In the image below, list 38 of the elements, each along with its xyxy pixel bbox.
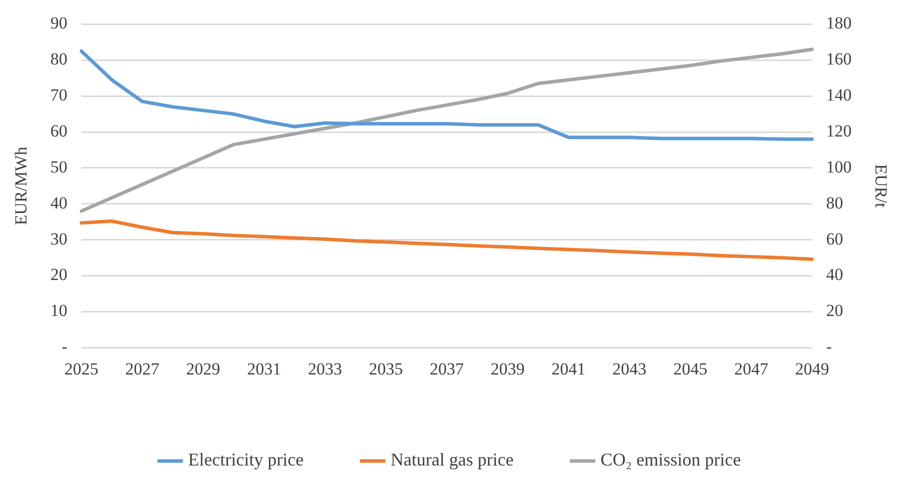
y-tick-label: - (62, 337, 68, 356)
y2-tick-label: - (826, 337, 832, 356)
y-tick-label: 50 (50, 157, 68, 176)
legend-label: Electricity price (188, 450, 304, 470)
x-tick-label: 2031 (247, 359, 282, 378)
x-tick-label: 2035 (368, 359, 403, 378)
x-tick-label: 2029 (186, 359, 220, 378)
y2-tick-label: 180 (826, 14, 852, 33)
legend-label: CO₂ emission price (600, 450, 741, 470)
x-tick-label: 2027 (125, 359, 160, 378)
y2-tick-label: 100 (826, 157, 852, 176)
y2-tick-label: 20 (826, 301, 844, 320)
y2-axis-title: EUR/t (871, 164, 890, 208)
x-tick-label: 2045 (673, 359, 708, 378)
y-tick-label: 30 (50, 229, 68, 248)
x-tick-label: 2037 (430, 359, 464, 378)
y-tick-label: 20 (50, 265, 68, 284)
y2-tick-label: 60 (826, 229, 844, 248)
y2-tick-label: 140 (826, 86, 852, 105)
x-tick-label: 2039 (490, 359, 525, 378)
y2-tick-label: 120 (826, 121, 852, 140)
y-tick-label: 70 (50, 86, 68, 105)
x-tick-label: 2047 (734, 359, 769, 378)
y-tick-label: 60 (50, 121, 68, 140)
x-tick-label: 2041 (552, 359, 586, 378)
y2-tick-label: 40 (826, 265, 844, 284)
y-tick-label: 80 (50, 50, 68, 69)
x-tick-label: 2049 (795, 359, 830, 378)
x-tick-label: 2025 (64, 359, 98, 378)
y2-tick-label: 80 (826, 193, 844, 212)
x-tick-label: 2033 (308, 359, 342, 378)
y2-tick-label: 160 (826, 50, 852, 69)
legend-label: Natural gas price (390, 450, 514, 470)
y-tick-label: 10 (50, 301, 68, 320)
y-tick-label: 40 (50, 193, 68, 212)
y-tick-label: 90 (50, 14, 68, 33)
x-tick-label: 2043 (612, 359, 646, 378)
y-axis-title: EUR/MWh (12, 146, 31, 226)
